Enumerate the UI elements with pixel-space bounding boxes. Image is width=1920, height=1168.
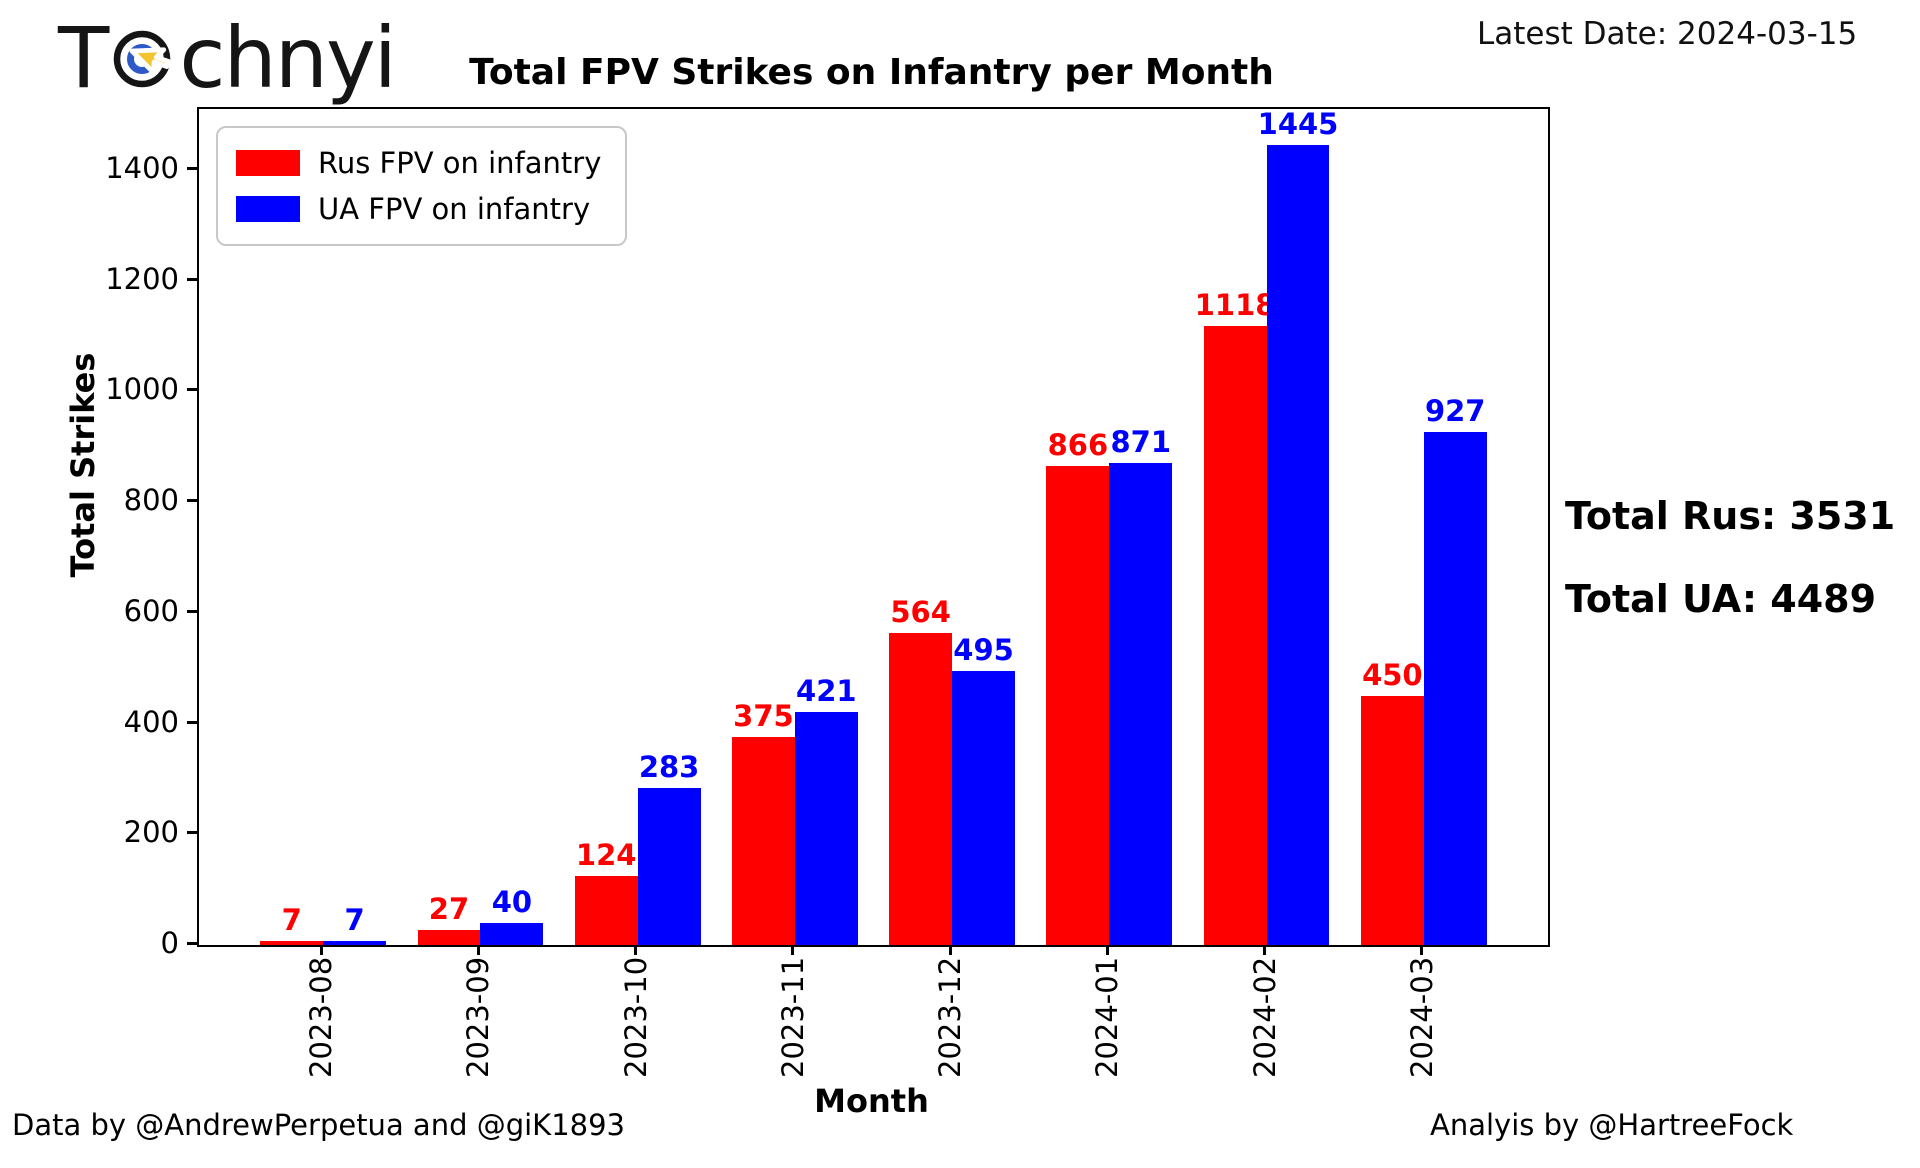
bar-value-label-rus-2024-02: 1118 bbox=[1194, 288, 1276, 323]
y-tick-mark-200 bbox=[187, 831, 197, 835]
y-tick-label-0: 0 bbox=[160, 926, 179, 960]
bar-value-label-ua-2024-01: 871 bbox=[1110, 424, 1172, 459]
x-tick-label-2024-02: 2024-02 bbox=[1247, 956, 1282, 1078]
bar-value-label-ua-2024-02: 1445 bbox=[1257, 107, 1339, 141]
plot-area: 7 7 27 40 124 283 375 421 564 495 866 871 1118 1445 45… bbox=[197, 107, 1550, 947]
bar-value-label-rus-2023-12: 564 bbox=[890, 594, 951, 629]
bar-value-label-ua-2023-11: 421 bbox=[796, 673, 857, 708]
data-credit: Data by @AndrewPerpetua and @giK1893 bbox=[12, 1108, 625, 1142]
analysis-credit: Analyis by @HartreeFock bbox=[1430, 1108, 1794, 1142]
bar-value-label-ua-2023-09: 40 bbox=[491, 884, 533, 919]
legend-item-rus: Rus FPV on infantry bbox=[236, 140, 601, 186]
x-tick-mark-2024-01 bbox=[1105, 945, 1109, 955]
x-tick-label-2023-08: 2023-08 bbox=[304, 956, 339, 1078]
x-tick-mark-2023-10 bbox=[634, 945, 638, 955]
logo-text-start: T bbox=[58, 9, 109, 107]
y-tick-label-400: 400 bbox=[123, 704, 179, 739]
x-tick-mark-2024-02 bbox=[1263, 945, 1267, 955]
bar-rus-2024-03 bbox=[1360, 695, 1424, 945]
bar-rus-2024-01 bbox=[1046, 465, 1110, 945]
total-ua-annotation: Total UA: 4489 bbox=[1565, 577, 1877, 621]
y-tick-mark-0 bbox=[187, 942, 197, 945]
bar-value-label-rus-2023-09: 27 bbox=[428, 892, 470, 927]
bars-container: 7 7 27 40 124 283 375 421 564 495 866 871 1118 1445 45… bbox=[199, 107, 1548, 945]
target-cursor-icon bbox=[114, 30, 172, 88]
bar-ua-2023-11 bbox=[794, 711, 858, 945]
bar-ua-2023-12 bbox=[952, 670, 1015, 945]
y-tick-label-1200: 1200 bbox=[105, 261, 179, 296]
bar-rus-2023-10 bbox=[574, 876, 638, 945]
bar-ua-2024-01 bbox=[1109, 462, 1173, 945]
y-tick-label-1000: 1000 bbox=[105, 372, 179, 407]
y-tick-mark-800 bbox=[187, 499, 197, 503]
legend-swatch-rus bbox=[236, 150, 300, 176]
y-tick-mark-1400 bbox=[187, 166, 197, 170]
bar-value-label-rus-2024-03: 450 bbox=[1362, 657, 1423, 692]
legend-item-ua: UA FPV on infantry bbox=[236, 186, 601, 232]
x-tick-mark-2024-03 bbox=[1420, 945, 1424, 955]
bar-ua-2024-02 bbox=[1266, 145, 1330, 945]
bar-rus-2023-08 bbox=[260, 941, 324, 945]
y-tick-label-200: 200 bbox=[123, 815, 179, 850]
legend: Rus FPV on infantry UA FPV on infantry bbox=[216, 126, 628, 246]
x-tick-mark-2023-09 bbox=[476, 945, 480, 955]
bar-value-label-rus-2023-11: 375 bbox=[733, 699, 794, 734]
x-tick-label-2023-10: 2023-10 bbox=[618, 956, 653, 1078]
y-tick-label-1400: 1400 bbox=[105, 150, 179, 185]
latest-date-label: Latest Date: 2024-03-15 bbox=[1477, 16, 1858, 52]
chart-title: Total FPV Strikes on Infantry per Month bbox=[469, 52, 1274, 93]
y-tick-mark-1000 bbox=[187, 388, 197, 392]
bar-value-label-ua-2023-12: 495 bbox=[953, 632, 1014, 667]
y-tick-label-800: 800 bbox=[123, 483, 179, 518]
bar-ua-2023-09 bbox=[480, 922, 544, 945]
x-tick-label-2024-03: 2024-03 bbox=[1404, 956, 1439, 1078]
bar-value-label-rus-2023-10: 124 bbox=[575, 838, 637, 873]
x-axis-label: Month bbox=[814, 1082, 929, 1120]
legend-label-ua: UA FPV on infantry bbox=[318, 192, 591, 226]
x-tick-mark-2023-11 bbox=[791, 945, 795, 955]
bar-value-label-rus-2024-01: 866 bbox=[1047, 427, 1109, 462]
x-tick-label-2023-09: 2023-09 bbox=[461, 956, 496, 1078]
y-axis-label: Total Strikes bbox=[64, 352, 102, 578]
bar-rus-2024-02 bbox=[1203, 326, 1267, 945]
bar-value-label-ua-2024-03: 927 bbox=[1424, 393, 1486, 428]
x-tick-mark-2023-08 bbox=[319, 945, 323, 955]
x-tick-label-2023-12: 2023-12 bbox=[933, 956, 968, 1078]
legend-label-rus: Rus FPV on infantry bbox=[318, 146, 602, 180]
y-tick-mark-600 bbox=[187, 609, 197, 613]
bar-ua-2024-03 bbox=[1423, 431, 1487, 945]
legend-swatch-ua bbox=[236, 196, 300, 222]
bar-value-label-rus-2023-08: 7 bbox=[281, 903, 302, 938]
logo-text-end: chnyi bbox=[179, 9, 397, 107]
bar-value-label-ua-2023-08: 7 bbox=[344, 903, 365, 938]
bar-rus-2023-12 bbox=[889, 632, 953, 945]
total-rus-annotation: Total Rus: 3531 bbox=[1565, 494, 1896, 538]
x-tick-mark-2023-12 bbox=[948, 945, 952, 955]
bar-rus-2023-09 bbox=[417, 930, 481, 945]
y-tick-label-600: 600 bbox=[123, 593, 179, 628]
bar-ua-2023-10 bbox=[637, 788, 701, 945]
y-tick-mark-1200 bbox=[187, 277, 197, 281]
bar-rus-2023-11 bbox=[731, 737, 795, 945]
y-tick-mark-400 bbox=[187, 720, 197, 724]
x-tick-label-2023-11: 2023-11 bbox=[775, 956, 810, 1078]
bar-ua-2023-08 bbox=[323, 941, 387, 945]
logo: T chnyi bbox=[58, 9, 397, 107]
bar-value-label-ua-2023-10: 283 bbox=[638, 750, 700, 785]
x-tick-label-2024-01: 2024-01 bbox=[1090, 956, 1125, 1078]
